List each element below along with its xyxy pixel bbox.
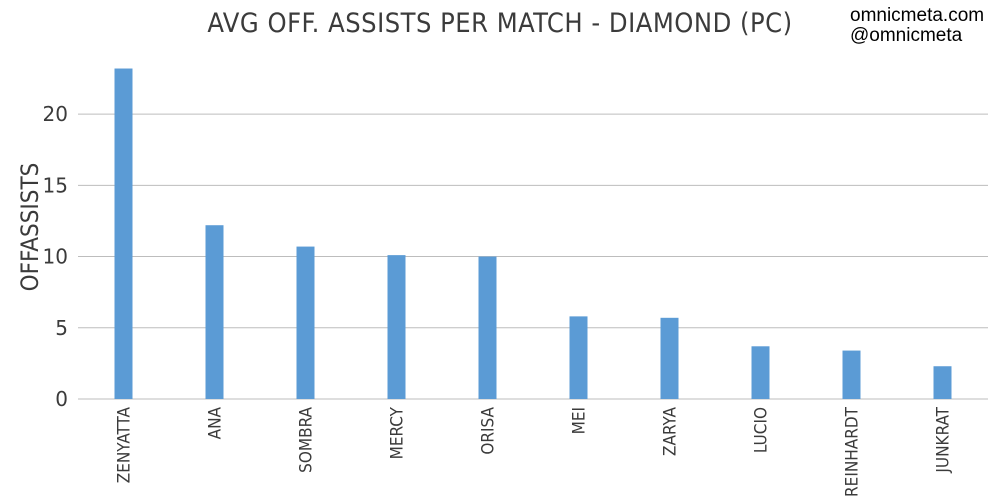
y-tick-label: 5 xyxy=(55,316,68,340)
watermark-handle: @omnicmeta xyxy=(850,25,963,46)
x-tick-label: JUNKRAT xyxy=(934,406,954,473)
bar-mei xyxy=(569,316,588,399)
watermark-site: omnicmeta.com xyxy=(850,5,984,26)
bars xyxy=(114,68,952,399)
y-axis-label: OFFASSISTS xyxy=(16,163,44,292)
chart-title: AVG OFF. ASSISTS PER MATCH - DIAMOND (PC… xyxy=(207,8,792,39)
y-tick-label: 20 xyxy=(43,102,68,126)
x-tick-label: MERCY xyxy=(388,406,408,459)
y-axis-ticks: 0 5 10 15 20 xyxy=(43,102,68,411)
x-tick-label: REINHARDT xyxy=(843,406,863,497)
x-tick-label: LUCIO xyxy=(752,407,772,453)
bar-ana xyxy=(205,225,224,399)
bar-orisa xyxy=(478,256,497,399)
gridlines xyxy=(78,113,988,400)
y-tick-label: 0 xyxy=(55,387,68,411)
bar-sombra xyxy=(296,246,315,399)
bar-lucio xyxy=(751,346,770,399)
x-tick-label: ZARYA xyxy=(661,406,681,455)
x-tick-label: SOMBRA xyxy=(297,406,317,472)
x-tick-label: ZENYATTA xyxy=(115,406,135,483)
bar-junkrat xyxy=(933,366,952,399)
bar-zarya xyxy=(660,317,679,399)
bar-mercy xyxy=(387,255,406,399)
x-tick-label: MEI xyxy=(570,407,590,434)
x-tick-label: ORISA xyxy=(479,406,499,454)
x-tick-label: ANA xyxy=(206,406,226,439)
y-tick-label: 15 xyxy=(43,173,68,197)
bar-zenyatta xyxy=(114,68,133,399)
x-axis-ticks: ZENYATTA ANA SOMBRA MERCY ORISA MEI ZARYA LUCIO… xyxy=(115,406,954,497)
bar-reinhardt xyxy=(842,350,861,399)
y-tick-label: 10 xyxy=(43,245,68,269)
